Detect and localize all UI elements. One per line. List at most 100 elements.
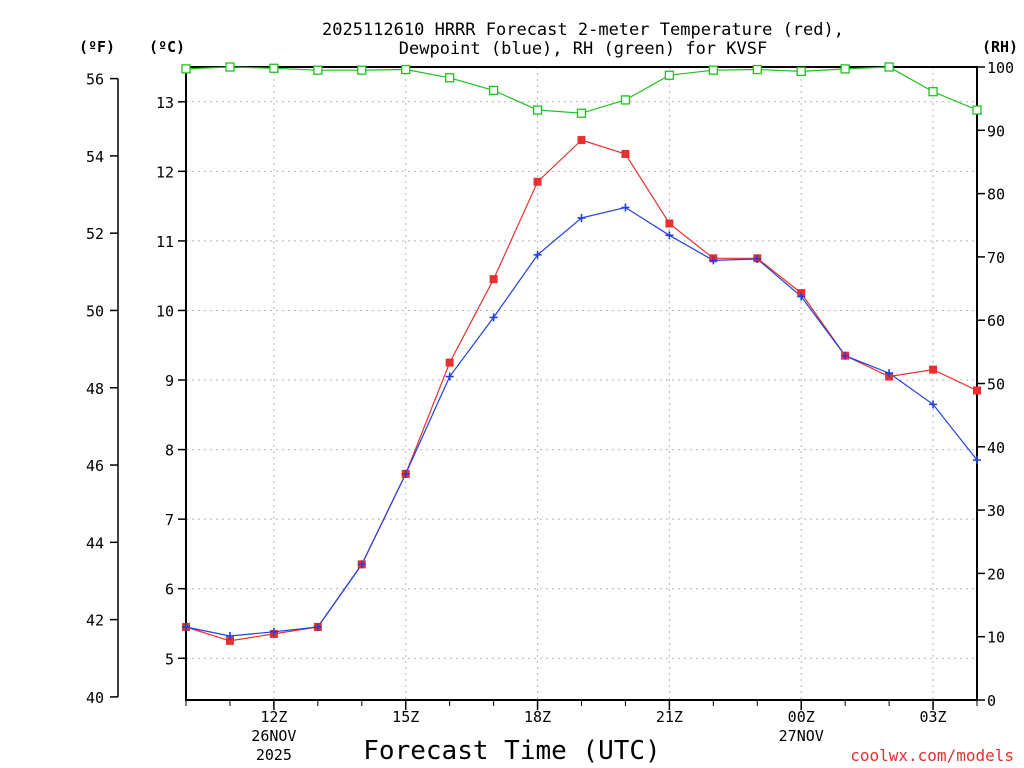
dewpoint-point <box>357 560 366 569</box>
rh-tick-label: 0 <box>987 692 996 710</box>
x-tick-date: 26NOV <box>251 727 296 745</box>
celsius-tick-label: 11 <box>156 233 174 251</box>
dewpoint-point <box>533 250 542 259</box>
temperature-point <box>973 386 981 395</box>
fahrenheit-tick-label: 44 <box>86 534 104 552</box>
dewpoint-point <box>577 213 586 222</box>
rh-point <box>884 62 894 72</box>
rh-point <box>752 64 762 75</box>
temperature-point <box>445 358 454 367</box>
series-markers <box>181 62 982 645</box>
fahrenheit-tick-label: 40 <box>86 689 104 707</box>
dewpoint-point <box>841 351 850 360</box>
fahrenheit-unit-label: (ºF) <box>79 38 115 56</box>
series-lines <box>185 66 978 642</box>
dewpoint-point <box>665 231 674 240</box>
fahrenheit-tick-label: 50 <box>86 302 104 320</box>
axes: 4042444648505254565678910111213010203040… <box>86 59 1014 764</box>
rh-point <box>972 105 982 115</box>
fahrenheit-tick-label: 52 <box>86 225 104 243</box>
x-tick-date: 27NOV <box>779 727 824 745</box>
celsius-tick-label: 8 <box>165 442 174 460</box>
dewpoint-point <box>269 627 278 636</box>
rh-point <box>313 65 323 75</box>
rh-point <box>620 95 631 105</box>
rh-point <box>269 63 279 73</box>
rh-point <box>532 105 543 115</box>
celsius-tick-label: 5 <box>165 650 174 668</box>
dewpoint-point <box>225 632 234 641</box>
celsius-tick-label: 9 <box>165 372 174 390</box>
dewpoint-point <box>709 256 718 265</box>
celsius-tick-label: 10 <box>156 302 174 320</box>
x-axis-title: Forecast Time (UTC) <box>363 736 660 766</box>
dewpoint-point <box>929 400 938 409</box>
x-tick-label: 12Z <box>260 708 287 726</box>
dewpoint-point <box>401 469 410 478</box>
rh-line <box>185 66 978 114</box>
temperature-point <box>929 365 938 374</box>
fahrenheit-tick-label: 54 <box>86 148 104 166</box>
rh-point <box>840 64 850 74</box>
celsius-unit-label: (ºC) <box>149 38 185 56</box>
grid-lines <box>186 67 977 700</box>
rh-point <box>928 87 938 97</box>
dewpoint-point <box>182 622 190 631</box>
rh-tick-label: 10 <box>987 629 1005 647</box>
celsius-tick-label: 7 <box>165 511 174 529</box>
rh-point <box>664 70 675 80</box>
temperature-point <box>489 275 498 284</box>
x-tick-label: 18Z <box>524 708 551 726</box>
fahrenheit-tick-label: 46 <box>86 457 104 475</box>
temperature-point <box>225 636 234 645</box>
rh-point <box>357 65 367 75</box>
dewpoint-point <box>885 369 894 378</box>
rh-tick-label: 70 <box>987 249 1005 267</box>
rh-point <box>796 66 806 77</box>
dewpoint-line <box>185 206 978 637</box>
rh-tick-label: 60 <box>987 312 1005 330</box>
celsius-tick-label: 13 <box>156 94 174 112</box>
fahrenheit-tick-label: 42 <box>86 612 104 630</box>
celsius-tick-label: 6 <box>165 581 174 599</box>
rh-tick-label: 40 <box>987 439 1005 457</box>
plot-frame <box>185 66 978 701</box>
dewpoint-point <box>973 456 981 465</box>
dewpoint-point <box>797 292 806 301</box>
credit-text: coolwx.com/models <box>850 746 1014 765</box>
celsius-tick-label: 12 <box>156 163 174 181</box>
x-tick-year: 2025 <box>256 746 292 764</box>
rh-tick-label: 20 <box>987 565 1005 583</box>
fahrenheit-tick-label: 56 <box>86 71 104 89</box>
rh-tick-label: 90 <box>987 122 1005 140</box>
dewpoint-point <box>445 372 454 381</box>
rh-tick-label: 50 <box>987 376 1005 394</box>
fahrenheit-tick-label: 48 <box>86 380 104 398</box>
temperature-point <box>665 219 674 228</box>
rh-point <box>488 85 499 96</box>
x-tick-label: 21Z <box>656 708 683 726</box>
dewpoint-point <box>313 622 322 631</box>
chart-title-line2: Dewpoint (blue), RH (green) for KVSF <box>399 39 767 59</box>
temperature-point <box>533 177 542 186</box>
rh-point <box>181 64 191 74</box>
rh-tick-label: 100 <box>987 59 1014 77</box>
x-tick-label: 15Z <box>392 708 419 726</box>
dewpoint-point <box>621 203 630 212</box>
chart-title-line1: 2025112610 HRRR Forecast 2-meter Tempera… <box>322 20 844 40</box>
x-tick-label: 00Z <box>788 708 815 726</box>
temperature-point <box>577 136 586 145</box>
temperature-point <box>621 149 630 158</box>
rh-point <box>401 64 411 75</box>
rh-unit-label: (RH) <box>982 38 1018 56</box>
x-tick-label: 03Z <box>920 708 947 726</box>
rh-point <box>225 62 235 72</box>
rh-tick-label: 30 <box>987 502 1005 520</box>
rh-tick-label: 80 <box>987 186 1005 204</box>
dewpoint-point <box>489 313 498 322</box>
rh-point <box>445 73 455 83</box>
rh-point <box>708 65 718 75</box>
rh-point <box>576 108 587 118</box>
dewpoint-point <box>753 254 762 263</box>
